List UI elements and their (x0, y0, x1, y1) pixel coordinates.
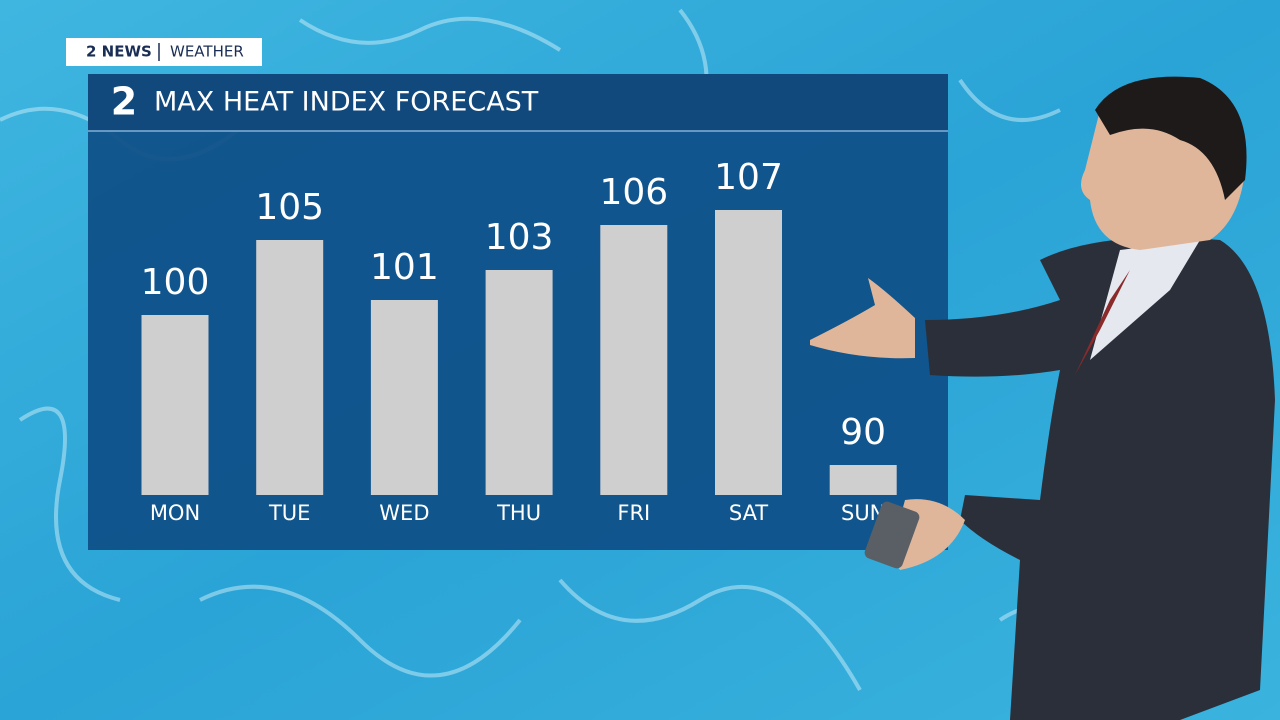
x-tick-label: TUE (268, 501, 310, 525)
x-tick-label: SAT (729, 501, 768, 525)
water-caustics (0, 8, 1102, 691)
header-tag (66, 38, 262, 66)
value-label: 105 (255, 187, 324, 228)
chart-title: MAX HEAT INDEX FORECAST (154, 87, 539, 118)
presenter (810, 76, 1275, 720)
value-label: 106 (599, 172, 668, 213)
section: WEATHER (170, 43, 244, 61)
x-tick-label: WED (379, 501, 429, 525)
value-label: 101 (370, 247, 439, 288)
x-tick-label: THU (496, 501, 541, 525)
plot: 100MON105TUE101WED103THU106FRI107SAT90SU… (141, 157, 897, 525)
value-label: 90 (840, 412, 886, 453)
x-tick-label: MON (150, 501, 200, 525)
value-label: 107 (714, 157, 783, 198)
bar (256, 240, 324, 495)
station: 2 NEWS (86, 43, 152, 61)
bar (485, 270, 553, 495)
value-label: 100 (141, 262, 210, 303)
bar (829, 465, 897, 495)
title-bar (88, 74, 948, 131)
bar (715, 210, 782, 495)
x-tick-label: FRI (617, 501, 650, 525)
bar (370, 300, 438, 495)
bar (141, 315, 209, 495)
value-label: 103 (485, 217, 554, 258)
bar (600, 225, 668, 495)
logo: 2 (111, 80, 137, 124)
